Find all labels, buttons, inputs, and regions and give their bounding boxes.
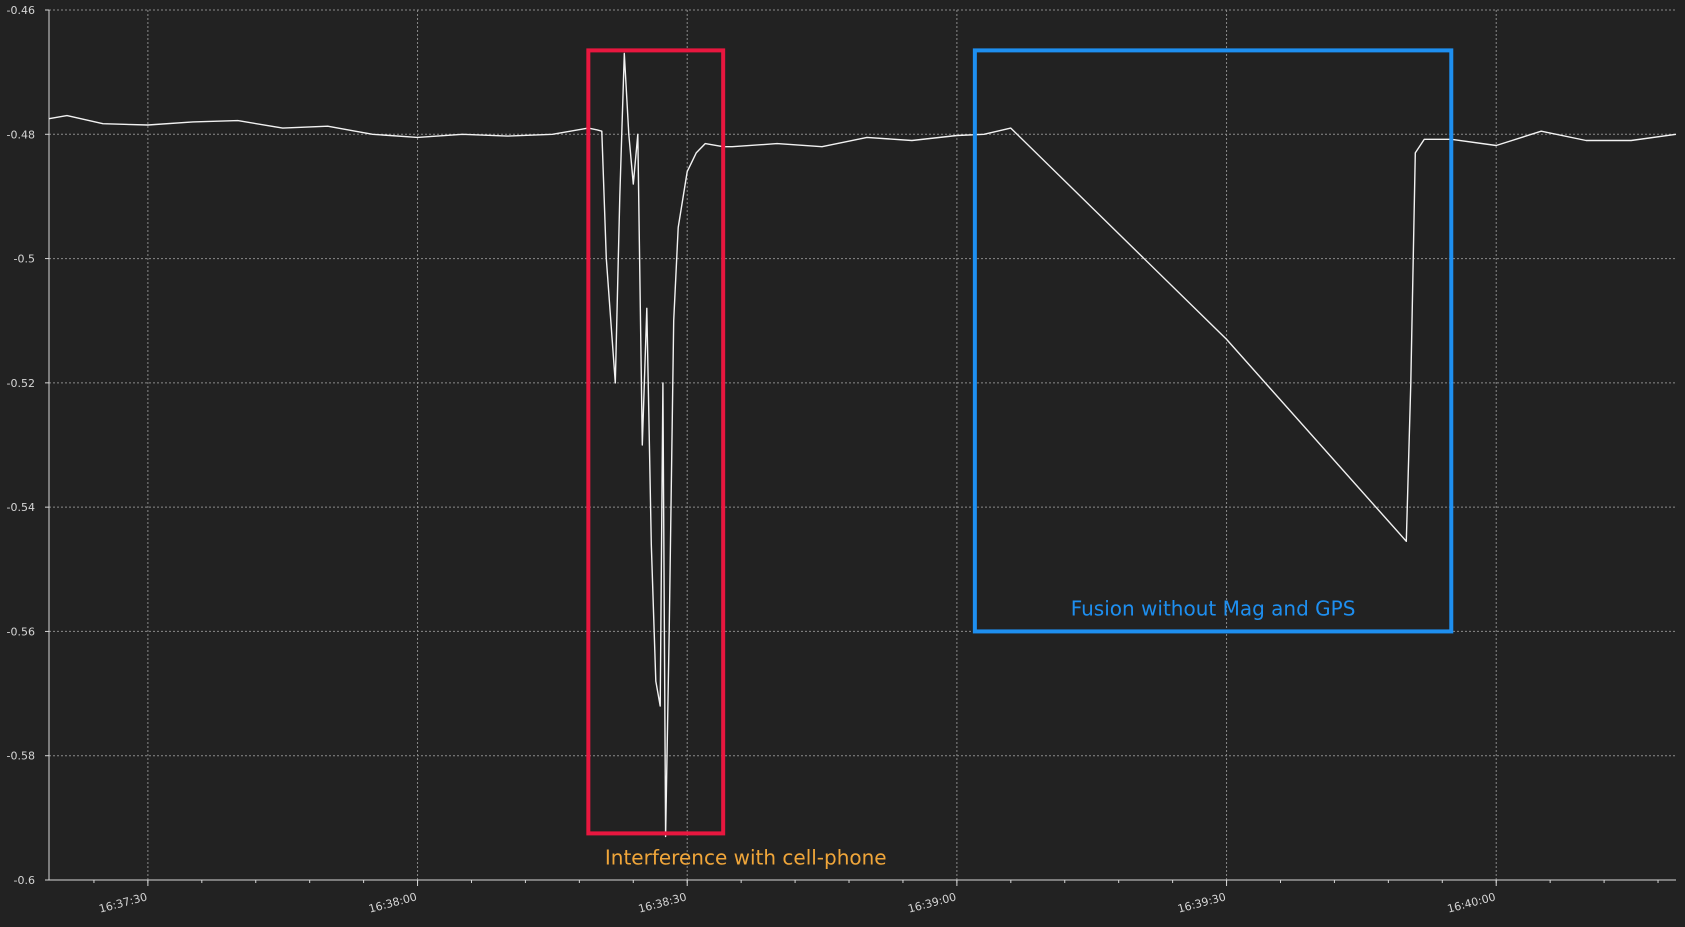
y-tick-label: -0.56 <box>7 625 35 638</box>
y-tick-label: -0.48 <box>7 128 35 141</box>
fusion-annotation-label: Fusion without Mag and GPS <box>1071 596 1356 620</box>
y-tick-label: -0.6 <box>14 874 35 887</box>
interference-annotation-box <box>586 48 726 836</box>
annotations: Interference with cell-phone Fusion witho… <box>586 48 1454 869</box>
y-tick-label: -0.54 <box>7 501 35 514</box>
axes <box>45 9 1676 886</box>
y-tick-label: -0.5 <box>14 253 35 266</box>
y-tick-label: -0.58 <box>7 750 35 763</box>
interference-annotation-label: Interference with cell-phone <box>605 845 887 869</box>
y-tick-label: -0.52 <box>7 377 35 390</box>
fusion-annotation-box <box>972 48 1454 634</box>
y-tick-label: -0.46 <box>7 4 35 17</box>
series-line <box>48 52 1677 838</box>
series-layer <box>48 52 1677 838</box>
